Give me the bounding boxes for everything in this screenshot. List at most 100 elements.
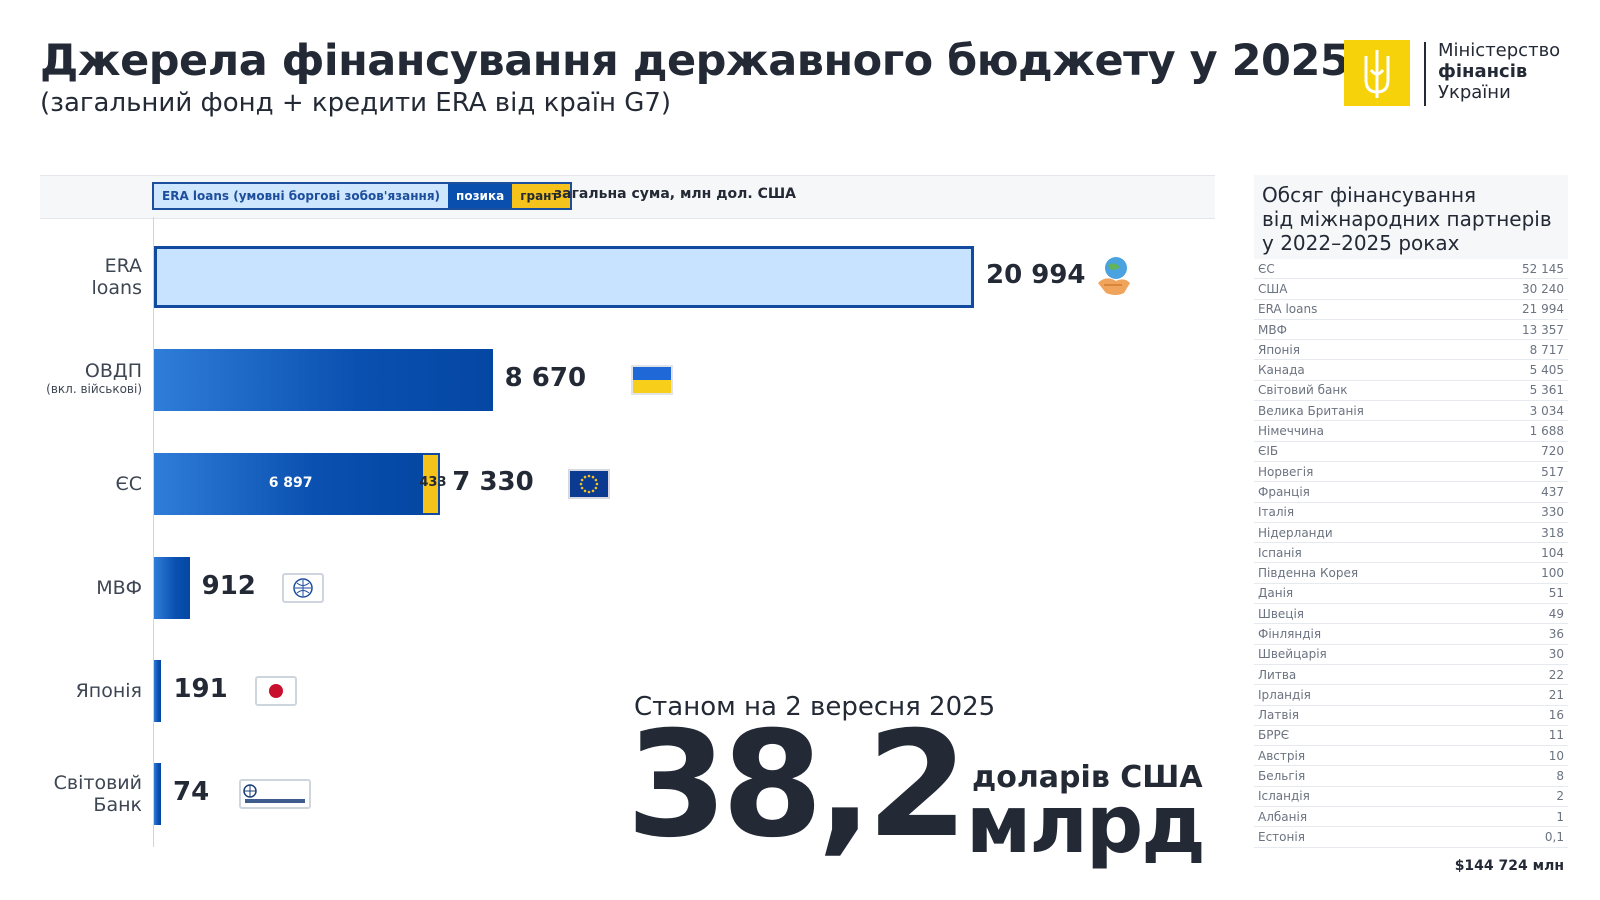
partner-name: ERA loans — [1258, 302, 1318, 317]
partner-name: Іспанія — [1258, 545, 1302, 560]
partner-value: 21 — [1548, 687, 1564, 702]
chart-legend: ERA loans (умовні боргові зобов'язання) … — [152, 182, 573, 210]
partner-row: ЄС 52 145 — [1254, 259, 1568, 280]
partner-name: Франція — [1258, 484, 1310, 499]
category-label: ЄС — [115, 473, 142, 495]
partner-name: ЄІБ — [1258, 444, 1279, 459]
partner-value: 49 — [1548, 606, 1564, 621]
partner-name: Ісландія — [1258, 789, 1310, 804]
bar-loan — [154, 557, 190, 619]
partner-row: Франція 437 — [1254, 482, 1568, 503]
partner-value: 517 — [1541, 464, 1564, 479]
legend-grant: грант — [512, 184, 571, 208]
partner-name: Південна Корея — [1258, 566, 1359, 581]
bar-loan — [154, 660, 162, 722]
category-label: ERA loans — [92, 255, 143, 299]
partner-row: Світовий банк 5 361 — [1254, 381, 1568, 402]
partner-name: Ірландія — [1258, 687, 1311, 702]
partner-name: Швейцарія — [1258, 647, 1327, 662]
bar-total-label: 8 670 — [504, 363, 587, 393]
logo-line-3: України — [1438, 82, 1511, 103]
partner-row: Ісландія 2 — [1254, 787, 1568, 808]
partner-row: Австрія 10 — [1254, 746, 1568, 767]
bar-loan — [154, 453, 424, 515]
partner-value: 30 — [1548, 647, 1564, 662]
partner-value: 100 — [1541, 566, 1564, 581]
partner-value: 318 — [1541, 525, 1564, 540]
bar-total-label: 7 330 — [452, 467, 534, 497]
partner-row: США 30 240 — [1254, 279, 1568, 300]
category-label-line: Світовий — [53, 772, 142, 794]
partner-name: Японія — [1258, 342, 1300, 357]
partner-row: Італія 330 — [1254, 503, 1568, 523]
partners-total: $144 724 млн — [1454, 857, 1564, 874]
ukraine-flag-icon — [630, 365, 673, 395]
logo-text: Міністерство фінансів України — [1438, 40, 1560, 103]
partner-row: Фінляндія 36 — [1254, 624, 1568, 645]
partner-row: Данія 51 — [1254, 584, 1568, 605]
partner-name: Канада — [1258, 363, 1305, 378]
partner-value: 330 — [1541, 505, 1564, 520]
bar-grant — [423, 453, 441, 515]
partners-title-line-3: у 2022–2025 роках — [1262, 231, 1460, 255]
partner-row: Німеччина 1 688 — [1254, 421, 1568, 442]
partner-row: Естонія 0,1 — [1254, 827, 1568, 848]
loan-segment-label: 6 897 — [268, 475, 313, 491]
bar-total-label: 912 — [201, 571, 256, 601]
partner-row: Південна Корея 100 — [1254, 563, 1568, 584]
partner-value: 720 — [1541, 444, 1564, 459]
category-label: Світовий Банк — [54, 772, 142, 816]
category-label: МВФ — [96, 577, 142, 599]
category-label-line: ERA — [104, 255, 142, 277]
partner-value: 30 240 — [1522, 281, 1564, 296]
category-label-text: Японія — [75, 680, 142, 702]
partner-name: Велика Британія — [1258, 403, 1364, 418]
bar-total-label: 191 — [173, 674, 228, 704]
partner-name: БРРЄ — [1258, 728, 1290, 743]
partner-row: Норвегія 517 — [1254, 462, 1568, 483]
partner-name: Італія — [1258, 505, 1295, 520]
partner-value: 1 688 — [1529, 424, 1564, 439]
bar-total-label: 20 994 — [986, 260, 1086, 290]
japan-flag-icon — [255, 676, 298, 706]
partner-value: 5 405 — [1529, 363, 1564, 378]
partner-value: 2 — [1556, 789, 1564, 804]
legend-era: ERA loans (умовні боргові зобов'язання) — [154, 184, 449, 208]
partners-title-line-1: Обсяг фінансування — [1262, 183, 1477, 207]
total-currency: доларів США — [972, 760, 1203, 795]
as-of-date: Станом на 2 вересня 2025 — [634, 692, 996, 722]
partner-row: ЄІБ 720 — [1254, 442, 1568, 462]
logo-divider — [1424, 42, 1426, 106]
category-note: (вкл. військові) — [46, 382, 142, 396]
partner-value: 36 — [1548, 626, 1564, 641]
partner-name: МВФ — [1258, 322, 1287, 337]
bar-era-loans — [154, 246, 974, 308]
partner-value: 21 994 — [1522, 302, 1564, 317]
partner-value: 10 — [1548, 748, 1564, 763]
bar-loan — [154, 349, 493, 411]
partner-row: Швеція 49 — [1254, 604, 1568, 625]
partner-name: Фінляндія — [1258, 626, 1322, 641]
partner-row: МВФ 13 357 — [1254, 320, 1568, 341]
ministry-logo: Міністерство фінансів України — [1344, 40, 1584, 108]
partner-name: Швеція — [1258, 606, 1305, 621]
partner-row: Бельгія 8 — [1254, 766, 1568, 787]
partner-row: Ірландія 21 — [1254, 685, 1568, 706]
partner-value: 8 717 — [1529, 342, 1564, 357]
category-label-text: ОВДП — [84, 360, 142, 382]
partners-list: ЄС 52 145 США 30 240 ERA loans 21 994 МВФ 13 35… — [1254, 259, 1568, 848]
partners-title-line-2: від міжнародних партнерів — [1262, 207, 1552, 231]
partner-name: Албанія — [1258, 809, 1308, 824]
partner-name: Німеччина — [1258, 424, 1324, 439]
partner-row: Нідерланди 318 — [1254, 523, 1568, 544]
partner-name: Світовий банк — [1258, 383, 1348, 398]
imf-logo-icon — [281, 573, 324, 603]
partner-row: БРРЄ 11 — [1254, 726, 1568, 747]
category-label: ОВДП (вкл. військові) — [46, 360, 142, 396]
total-unit: млрд — [966, 778, 1206, 871]
partner-value: 11 — [1548, 728, 1564, 743]
page-subtitle: (загальний фонд + кредити ERA від країн … — [40, 88, 672, 118]
partner-value: 52 145 — [1522, 261, 1564, 276]
category-label-text: ЄС — [115, 473, 142, 495]
partner-value: 22 — [1548, 667, 1564, 682]
